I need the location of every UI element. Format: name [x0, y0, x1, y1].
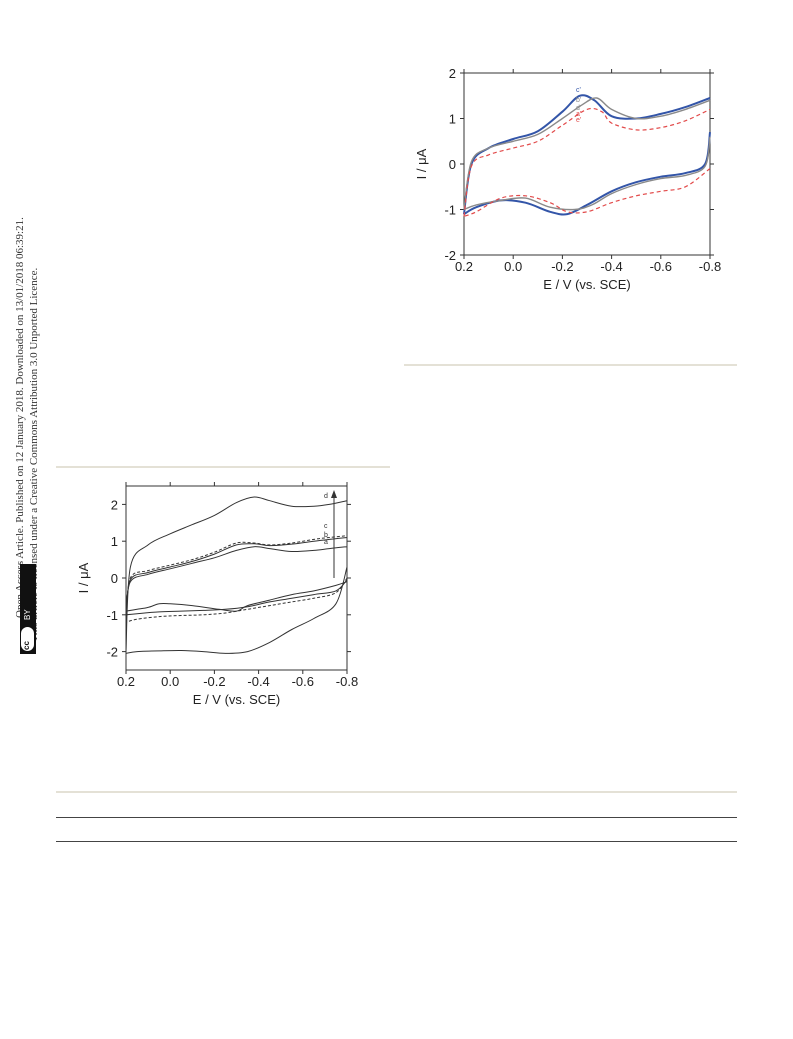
y-tick-label: -2	[106, 645, 118, 660]
x-tick-label: -0.2	[551, 259, 573, 274]
y-tick-label: -1	[106, 608, 118, 623]
plot-frame	[125, 485, 348, 671]
y-tick-label: -2	[444, 248, 456, 263]
column-rule-right	[404, 364, 737, 366]
cv-chart-bottom: 0.2 0.0 -0.2 -0.4 -0.6 -0.8 2 1 0 -1 -2 E / V (vs. …	[76, 482, 358, 707]
series-line	[125, 577, 348, 623]
cc-by-badge[interactable]: cc BY	[20, 564, 36, 654]
y-tick-label: 0	[449, 157, 456, 172]
series-line	[125, 537, 348, 615]
column-rule-left	[56, 466, 390, 468]
x-tick-label: -0.4	[600, 259, 622, 274]
series-line	[125, 496, 348, 652]
series-line	[125, 546, 348, 612]
curve-label: a'	[576, 111, 581, 118]
cv-chart-top: 0.2 0.0 -0.2 -0.4 -0.6 -0.8 2 1 0 -1 -2 E / V (vs. …	[414, 66, 721, 292]
y-axis-label: I / μA	[76, 562, 91, 593]
x-tick-label: -0.2	[203, 674, 225, 689]
plot-frame	[463, 72, 711, 256]
cc-icon	[20, 626, 35, 652]
curve-label: e'	[576, 117, 581, 124]
cc-label: cc	[22, 641, 31, 650]
series-line	[125, 566, 348, 654]
section-rule	[56, 791, 737, 793]
x-tick-label: -0.8	[699, 259, 721, 274]
curve-label: c	[324, 523, 328, 530]
x-tick-label: -0.6	[650, 259, 672, 274]
table-header-rule	[56, 841, 737, 842]
curve-label: a	[324, 539, 328, 546]
series-line	[125, 535, 348, 619]
series-line	[125, 581, 348, 612]
y-tick-label: -1	[444, 203, 456, 218]
x-tick-label: -0.4	[247, 674, 269, 689]
table-top-rule	[56, 817, 737, 818]
y-tick-label: 0	[111, 571, 118, 586]
curve-label: b	[324, 532, 328, 539]
y-tick-label: 2	[111, 497, 118, 512]
curve-label: c'	[576, 87, 581, 94]
x-axis-label: E / V (vs. SCE)	[543, 277, 630, 292]
y-tick-label: 1	[111, 534, 118, 549]
curve-label: b'	[576, 97, 581, 104]
curve-label: d	[324, 493, 328, 500]
x-tick-label: -0.6	[292, 674, 314, 689]
side-license-note: Open Access Article. Published on 12 Jan…	[0, 0, 40, 1039]
x-tick-label: 0.2	[117, 674, 135, 689]
series-line	[463, 107, 711, 217]
y-axis-label: I / μA	[414, 148, 429, 179]
y-tick-label: 2	[449, 66, 456, 81]
series-line	[463, 168, 711, 217]
series-line	[463, 136, 711, 211]
trend-arrow-icon	[331, 490, 337, 498]
y-tick-label: 1	[449, 112, 456, 127]
series-line	[463, 97, 711, 210]
x-tick-label: 0.0	[504, 259, 522, 274]
access-note-line: Open Access Article. Published on 12 Jan…	[14, 217, 26, 618]
x-tick-label: -0.8	[336, 674, 358, 689]
x-tick-label: 0.0	[161, 674, 179, 689]
x-axis-label: E / V (vs. SCE)	[193, 692, 280, 707]
by-label: BY	[23, 609, 32, 620]
curve-label: d'	[576, 105, 581, 112]
x-tick-label: 0.2	[455, 259, 473, 274]
series-line	[125, 579, 348, 616]
